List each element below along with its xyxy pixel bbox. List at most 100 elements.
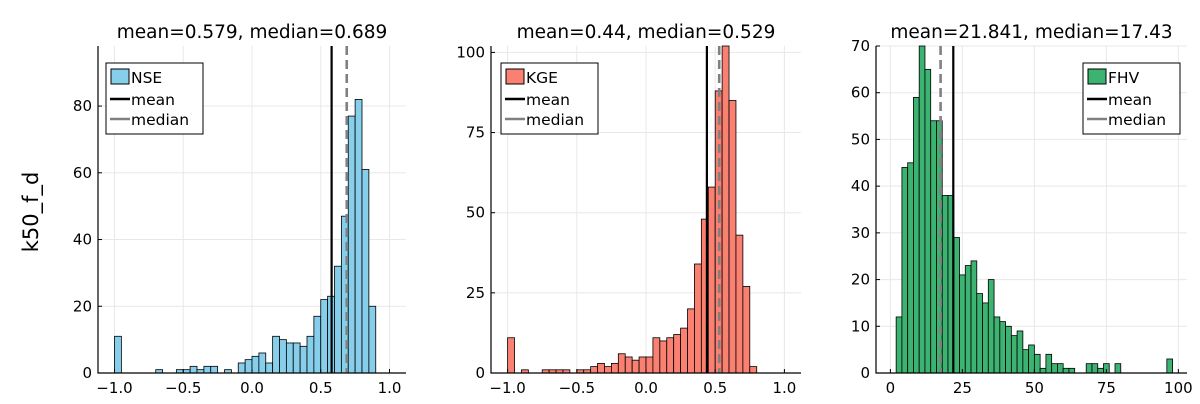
y-tick-label: 25 — [466, 284, 485, 302]
y-tick-label: 10 — [851, 317, 870, 335]
panel-title: mean=21.841, median=17.43 — [890, 22, 1172, 43]
histogram-bar — [340, 215, 349, 374]
histogram-bar — [901, 167, 909, 374]
histogram-bar — [313, 315, 322, 374]
y-tick-label: 0 — [82, 364, 92, 382]
x-tick-label: 100 — [1164, 379, 1193, 397]
histogram-bar — [976, 293, 983, 374]
histogram-bar — [1039, 367, 1047, 374]
histogram-bar — [1005, 325, 1012, 374]
histogram-bar — [673, 334, 681, 374]
histogram-bar — [999, 321, 1006, 374]
histogram-bar — [680, 327, 688, 374]
histogram-bar — [1033, 353, 1041, 374]
histogram-bar — [292, 342, 301, 374]
histogram-bar — [1016, 330, 1024, 374]
legend-label-mean: mean — [526, 91, 570, 109]
histogram-bar — [735, 234, 744, 374]
x-tick-label: −1.0 — [489, 379, 525, 397]
histogram-bar — [210, 365, 219, 374]
histogram-bar — [694, 263, 702, 374]
histogram-bar — [299, 345, 308, 374]
y-tick-label: 40 — [73, 231, 92, 249]
histogram-bar — [1051, 363, 1058, 374]
x-tick-label: 75 — [1097, 379, 1116, 397]
histogram-bar — [895, 316, 903, 374]
x-tick-label: 0.5 — [309, 379, 333, 397]
legend-swatch — [110, 68, 130, 85]
histogram-bar — [1022, 349, 1030, 374]
legend-swatch — [1087, 68, 1107, 85]
histogram-bar — [659, 340, 668, 374]
x-tick-label: 1.0 — [378, 379, 402, 397]
legend-label-series: NSE — [131, 69, 162, 87]
legend-label-series: FHV — [1108, 69, 1140, 87]
panel-title: mean=0.579, median=0.689 — [117, 22, 388, 43]
histogram-bar — [913, 96, 920, 374]
histogram-bar — [114, 335, 122, 374]
y-tick-label: 20 — [73, 297, 92, 315]
x-tick-label: 0.5 — [703, 379, 727, 397]
histogram-bar — [347, 115, 356, 374]
y-tick-label: 50 — [851, 130, 870, 148]
histogram-bar — [1045, 353, 1053, 374]
histogram-bar — [953, 237, 960, 374]
histogram-panel-3: 0 25 50 75 100 0 10 20 30 40 50 60 70 mean=21.841, me… — [851, 22, 1193, 397]
histogram-bar — [265, 362, 274, 374]
legend-label-mean: mean — [1108, 91, 1152, 109]
histogram-bar — [203, 365, 212, 374]
y-tick-label: 0 — [475, 364, 485, 382]
histogram-bar — [590, 366, 598, 374]
histogram-bar — [1028, 344, 1035, 374]
histogram-bar — [728, 100, 737, 374]
histogram-bar — [749, 366, 758, 374]
legend: FHV mean median — [1082, 62, 1181, 135]
legend-swatch — [505, 68, 525, 85]
histogram-bar — [272, 335, 280, 374]
x-tick-label: 0.0 — [240, 379, 264, 397]
histogram-panel-1: −1.0 −0.5 0.0 0.5 1.0 0 20 40 60 80 mean=0.579, me… — [73, 22, 406, 397]
histogram-bar — [617, 353, 626, 374]
y-tick-label: 30 — [851, 224, 870, 242]
x-tick-label: 50 — [1025, 379, 1044, 397]
histogram-bar — [320, 299, 329, 374]
histogram-bar — [1166, 358, 1174, 374]
y-tick-label: 60 — [851, 84, 870, 102]
histogram-bar — [368, 305, 377, 374]
x-tick-label: −0.5 — [559, 379, 595, 397]
x-tick-label: −1.0 — [96, 379, 132, 397]
histogram-bar — [687, 308, 695, 374]
histogram-bar — [604, 366, 612, 374]
y-tick-label: 50 — [466, 204, 485, 222]
histogram-bar — [959, 274, 966, 374]
y-axis-label: k50_f_d — [19, 172, 44, 253]
histogram-bar — [645, 356, 654, 374]
y-tick-label: 75 — [466, 124, 485, 142]
histogram-bar — [189, 365, 198, 374]
legend-label-median: median — [131, 111, 189, 129]
histogram-bar — [507, 337, 515, 374]
histogram-bar — [1062, 367, 1070, 374]
histogram-bar — [1114, 363, 1122, 374]
histogram-bar — [941, 195, 949, 374]
histogram-bar — [1068, 367, 1076, 374]
histogram-bar — [285, 342, 294, 374]
histogram-bar — [279, 339, 287, 374]
x-tick-label: 25 — [953, 379, 972, 397]
y-tick-label: 100 — [456, 43, 485, 61]
x-tick-label: 1.0 — [772, 379, 796, 397]
histogram-bar — [907, 162, 914, 374]
histogram-bar — [707, 186, 716, 374]
histogram-bar — [237, 362, 246, 374]
histogram-bar — [1097, 367, 1104, 374]
histogram-bar — [631, 359, 640, 374]
histogram-bar — [1091, 363, 1099, 374]
y-tick-label: 80 — [73, 97, 92, 115]
histogram-bar — [244, 359, 253, 374]
histogram-bar — [721, 45, 730, 374]
histogram-bar — [652, 337, 661, 374]
y-tick-label: 0 — [860, 364, 870, 382]
legend: KGE mean median — [500, 62, 599, 135]
legend-label-median: median — [526, 111, 584, 129]
